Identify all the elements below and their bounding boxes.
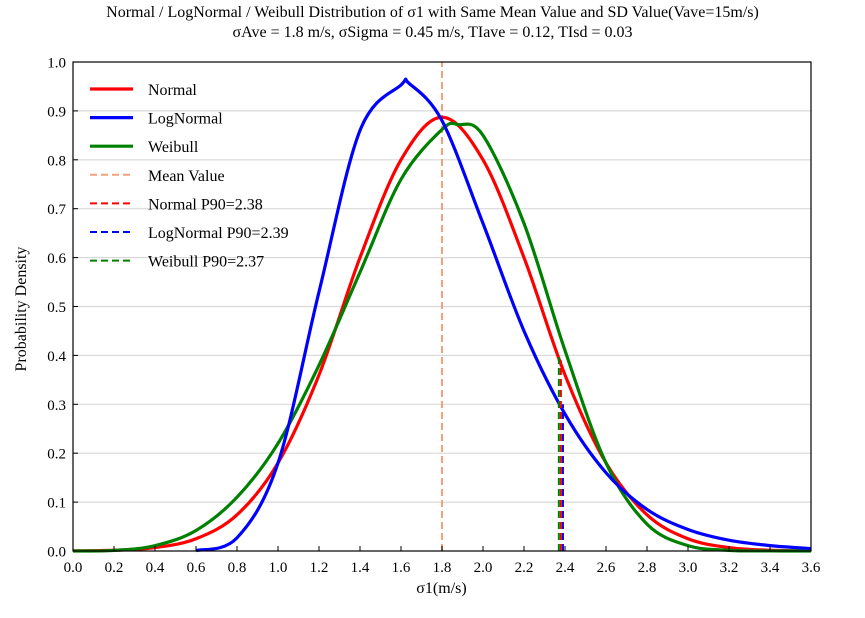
y-axis-label: Probability Density	[13, 246, 30, 372]
chart-subtitle: σAve = 1.8 m/s, σSigma = 0.45 m/s, TIave…	[232, 24, 633, 41]
legend-label-mean-value: Mean Value	[148, 168, 225, 185]
y-tick-label: 0.6	[47, 251, 66, 267]
y-tick-label: 0.9	[47, 104, 66, 120]
x-tick-label: 3.2	[720, 560, 739, 576]
x-tick-label: 0.4	[146, 560, 165, 576]
x-tick-label: 1.6	[392, 560, 411, 576]
series-lognormal	[195, 77, 812, 553]
legend-label-normal: Normal	[148, 82, 197, 99]
series-weibull	[72, 121, 812, 553]
x-tick-label: 1.8	[433, 560, 452, 576]
x-axis-label: σ1(m/s)	[416, 580, 467, 597]
x-tick-label: 0.8	[228, 560, 247, 576]
x-tick-label: 2.2	[515, 560, 534, 576]
series-normal	[72, 115, 812, 553]
axis-ticks: 0.0 0.1 0.2 0.3 0.4 0.5 0.6 0.7 0.8 0.9 1.0 0.0 0.2 0…	[47, 56, 821, 577]
series-lines	[72, 62, 812, 553]
y-tick-label: 0.4	[47, 349, 66, 365]
legend-label-normal-p90-2-38: Normal P90=2.38	[148, 196, 263, 213]
y-tick-label: 0.0	[47, 545, 66, 561]
y-tick-label: 0.5	[47, 300, 66, 316]
x-tick-label: 2.6	[597, 560, 616, 576]
x-tick-label: 1.2	[310, 560, 329, 576]
chart-title: Normal / LogNormal / Weibull Distributio…	[106, 4, 759, 21]
legend-label-lognormal-p90-2-39: LogNormal P90=2.39	[148, 225, 289, 242]
x-tick-label: 2.0	[474, 560, 493, 576]
x-tick-label: 0.0	[64, 560, 83, 576]
x-tick-label: 3.0	[679, 560, 698, 576]
x-tick-label: 3.6	[802, 560, 821, 576]
legend: Normal LogNormal Weibull Mean Value Normal P…	[90, 82, 289, 271]
x-tick-label: 0.6	[187, 560, 206, 576]
x-tick-label: 0.2	[105, 560, 124, 576]
legend-label-weibull-p90-2-37: Weibull P90=2.37	[148, 254, 264, 271]
x-tick-label: 3.4	[761, 560, 780, 576]
x-tick-label: 2.8	[638, 560, 657, 576]
x-tick-label: 2.4	[556, 560, 575, 576]
x-tick-label: 1.0	[269, 560, 288, 576]
y-tick-label: 1.0	[47, 56, 66, 72]
legend-label-lognormal: LogNormal	[148, 111, 223, 128]
y-tick-label: 0.2	[47, 447, 66, 463]
y-tick-label: 0.7	[47, 202, 66, 218]
y-tick-label: 0.1	[47, 496, 66, 512]
y-tick-label: 0.3	[47, 398, 66, 414]
x-tick-label: 1.4	[351, 560, 370, 576]
legend-label-weibull: Weibull	[148, 139, 199, 156]
y-tick-label: 0.8	[47, 153, 66, 169]
